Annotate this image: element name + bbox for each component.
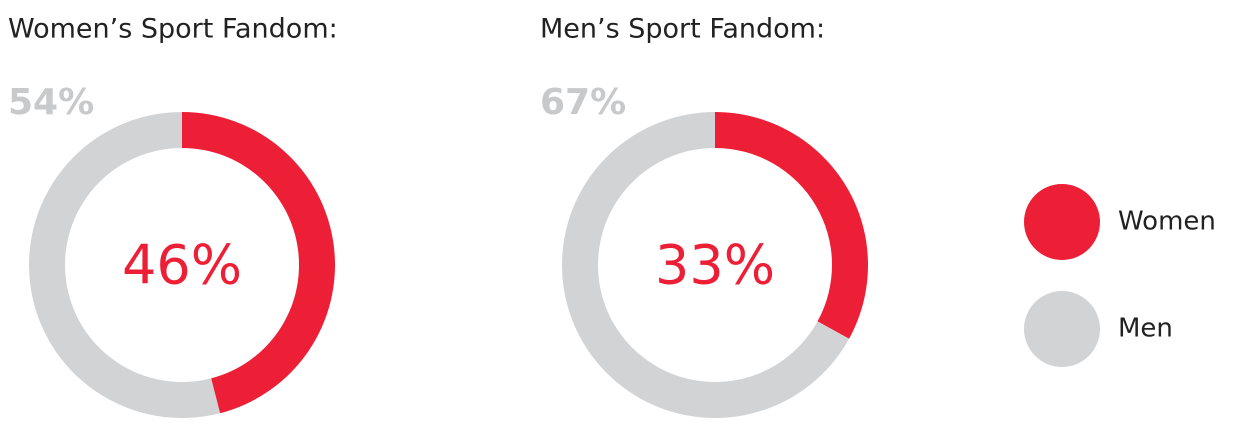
legend-label: Men — [1118, 314, 1173, 344]
donut-segment — [29, 112, 221, 418]
legend-swatch — [1024, 184, 1100, 260]
chart-title: Men’s Sport Fandom: — [540, 14, 825, 45]
outer-label: 67% — [540, 82, 626, 123]
legend-swatch — [1024, 291, 1100, 367]
chart-title: Women’s Sport Fandom: — [8, 14, 338, 45]
donut-segment — [182, 112, 336, 414]
center-label: 33% — [655, 234, 775, 297]
center-label: 46% — [122, 234, 242, 297]
legend-label: Women — [1118, 207, 1216, 237]
donut-segment — [715, 112, 868, 339]
outer-label: 54% — [8, 82, 94, 123]
